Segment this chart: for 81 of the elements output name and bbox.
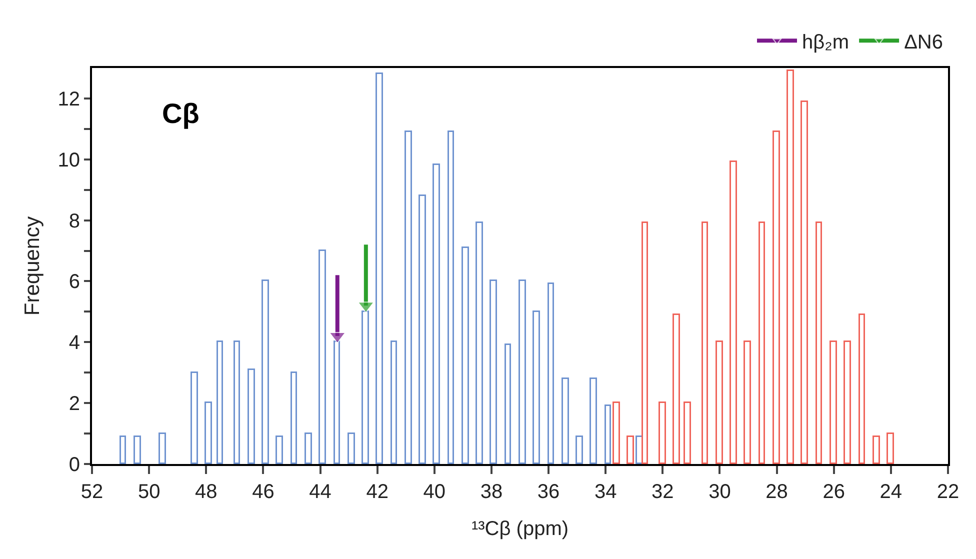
bar bbox=[604, 404, 611, 464]
bar bbox=[362, 310, 369, 464]
bar bbox=[318, 250, 326, 464]
bar bbox=[490, 280, 497, 464]
x-tick-label: 32 bbox=[652, 481, 674, 503]
bar bbox=[612, 402, 620, 464]
bar bbox=[134, 436, 141, 464]
x-tick-label: 38 bbox=[480, 481, 503, 503]
bar bbox=[290, 372, 297, 464]
bar bbox=[216, 340, 223, 464]
bar bbox=[548, 282, 554, 464]
bar bbox=[518, 280, 526, 464]
y-tick-label: 12 bbox=[58, 88, 80, 110]
bar bbox=[744, 340, 751, 464]
bar bbox=[532, 310, 540, 464]
bar bbox=[432, 164, 440, 464]
bar bbox=[786, 70, 794, 464]
bar bbox=[872, 436, 880, 464]
bar bbox=[448, 130, 454, 464]
x-tick-label: 42 bbox=[366, 481, 388, 503]
bar bbox=[702, 222, 708, 464]
bar bbox=[772, 130, 780, 464]
bar bbox=[376, 72, 383, 464]
y-tick-label: 0 bbox=[68, 454, 80, 476]
y-tick-label: 4 bbox=[68, 332, 80, 354]
bar bbox=[684, 402, 691, 464]
y-tick-label: 2 bbox=[68, 393, 80, 416]
x-axis-title: ¹³Cβ (ppm) bbox=[471, 518, 569, 540]
bar bbox=[590, 378, 597, 464]
text: Cβ bbox=[162, 98, 200, 129]
bar bbox=[404, 130, 412, 464]
x-tick-label: 28 bbox=[766, 481, 788, 503]
bar bbox=[262, 280, 269, 464]
bar bbox=[730, 160, 737, 464]
bar bbox=[390, 340, 397, 464]
x-tick-label: 50 bbox=[138, 481, 160, 503]
x-tick-label: 34 bbox=[594, 481, 617, 503]
x-tick-label: 36 bbox=[537, 481, 560, 503]
bar bbox=[672, 314, 680, 464]
bar bbox=[886, 432, 894, 464]
x-tick-label: 26 bbox=[822, 481, 845, 503]
bar bbox=[716, 340, 723, 464]
y-tick-label: 6 bbox=[68, 271, 80, 294]
bar bbox=[844, 340, 851, 464]
x-tick-label: 44 bbox=[309, 481, 332, 503]
x-tick-label: 24 bbox=[880, 481, 902, 503]
bar bbox=[816, 222, 822, 464]
bar bbox=[800, 100, 808, 464]
y-axis-title: Frequency bbox=[21, 216, 44, 316]
bar bbox=[504, 344, 511, 464]
bar bbox=[234, 340, 240, 464]
bar bbox=[190, 372, 198, 464]
bar bbox=[120, 436, 126, 464]
bar bbox=[276, 436, 283, 464]
x-tick-label: 48 bbox=[195, 481, 218, 503]
bar bbox=[758, 222, 765, 464]
bar bbox=[858, 314, 865, 464]
x-tick-label: 22 bbox=[936, 481, 960, 503]
y-tick-label: 8 bbox=[68, 210, 80, 232]
bar bbox=[348, 432, 355, 464]
x-tick-label: 46 bbox=[252, 481, 274, 503]
bar bbox=[562, 378, 569, 464]
y-tick-label: 10 bbox=[58, 149, 80, 172]
x-tick-label: 40 bbox=[423, 481, 446, 503]
legend-label: ΔN6 bbox=[904, 31, 943, 54]
bar bbox=[418, 194, 426, 464]
x-tick-label: 52 bbox=[80, 481, 104, 503]
bar bbox=[462, 246, 469, 464]
bar bbox=[576, 436, 583, 464]
bar bbox=[830, 340, 837, 464]
bar bbox=[476, 222, 483, 464]
bar bbox=[334, 340, 340, 464]
x-tick-label: 30 bbox=[708, 481, 731, 503]
bar bbox=[248, 368, 255, 464]
legend-label: hβ₂m bbox=[802, 31, 850, 54]
bar bbox=[158, 432, 166, 464]
bar bbox=[658, 402, 666, 464]
bar bbox=[304, 432, 312, 464]
bar bbox=[204, 402, 212, 464]
bar bbox=[642, 222, 648, 464]
bar bbox=[626, 436, 634, 464]
